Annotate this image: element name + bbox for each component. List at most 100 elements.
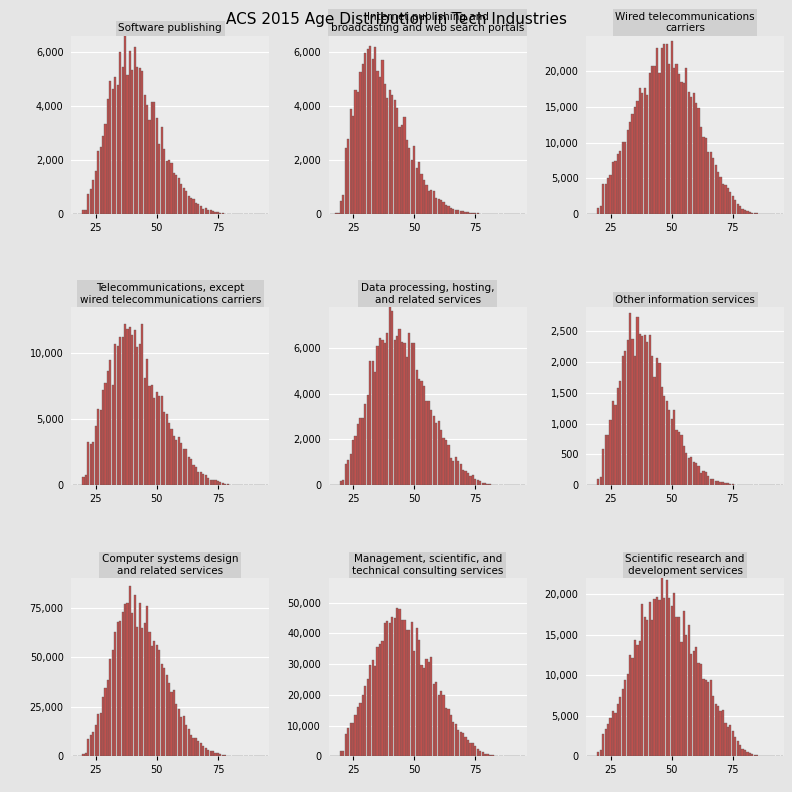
Bar	[87, 194, 89, 214]
Bar	[146, 105, 148, 214]
Bar	[406, 630, 408, 756]
Bar	[678, 74, 680, 214]
Bar	[349, 455, 352, 485]
Bar	[457, 210, 459, 214]
Bar	[440, 430, 442, 485]
Bar	[391, 95, 394, 214]
Bar	[615, 713, 616, 756]
Bar	[94, 725, 97, 756]
Bar	[717, 172, 719, 214]
Bar	[215, 752, 216, 756]
Bar	[175, 175, 177, 214]
Bar	[734, 737, 737, 756]
Bar	[486, 754, 489, 756]
Bar	[340, 201, 342, 214]
Bar	[722, 482, 724, 485]
Bar	[710, 152, 712, 214]
Bar	[470, 743, 471, 756]
Bar	[371, 661, 374, 756]
Bar	[459, 464, 462, 485]
Bar	[656, 358, 658, 485]
Bar	[673, 68, 675, 214]
Bar	[166, 675, 168, 756]
Bar	[177, 177, 180, 214]
Bar	[717, 481, 719, 485]
Bar	[202, 474, 204, 485]
Bar	[85, 210, 87, 214]
Bar	[634, 356, 636, 485]
Bar	[732, 731, 734, 756]
Bar	[367, 680, 369, 756]
Bar	[687, 458, 690, 485]
Bar	[695, 463, 697, 485]
Bar	[428, 191, 430, 214]
Bar	[200, 472, 202, 485]
Bar	[401, 342, 403, 485]
Bar	[644, 336, 645, 485]
Bar	[437, 421, 440, 485]
Bar	[617, 388, 619, 485]
Bar	[85, 475, 87, 485]
Bar	[150, 101, 153, 214]
Bar	[382, 642, 383, 756]
Bar	[82, 211, 85, 214]
Bar	[129, 327, 131, 485]
Bar	[619, 151, 622, 214]
Bar	[636, 645, 638, 756]
Bar	[217, 752, 219, 756]
Bar	[665, 44, 668, 214]
Bar	[352, 116, 354, 214]
Bar	[107, 680, 109, 756]
Bar	[668, 410, 670, 485]
Bar	[89, 188, 92, 214]
Bar	[418, 162, 421, 214]
Bar	[401, 619, 403, 756]
Bar	[394, 101, 396, 214]
Bar	[629, 123, 631, 214]
Bar	[725, 185, 726, 214]
Bar	[671, 607, 672, 756]
Bar	[626, 130, 629, 214]
Bar	[391, 617, 394, 756]
Bar	[355, 89, 356, 214]
Bar	[455, 458, 457, 485]
Bar	[177, 709, 180, 756]
Bar	[183, 188, 185, 214]
Bar	[158, 650, 160, 756]
Bar	[712, 158, 714, 214]
Bar	[698, 466, 699, 485]
Bar	[609, 176, 611, 214]
Bar	[158, 144, 160, 214]
Bar	[671, 419, 672, 485]
Bar	[477, 748, 479, 756]
Title: Internet publishing and
broadcasting and web search portals: Internet publishing and broadcasting and…	[331, 12, 524, 33]
Bar	[396, 608, 398, 756]
Bar	[413, 342, 415, 485]
Bar	[432, 191, 435, 214]
Bar	[430, 190, 432, 214]
Bar	[617, 154, 619, 214]
Title: Computer systems design
and related services: Computer systems design and related serv…	[102, 554, 238, 576]
Bar	[472, 213, 474, 214]
Bar	[143, 623, 146, 756]
Bar	[690, 457, 692, 485]
Bar	[87, 442, 89, 485]
Bar	[119, 621, 121, 756]
Bar	[452, 722, 455, 756]
Bar	[367, 49, 369, 214]
Bar	[401, 125, 403, 214]
Bar	[352, 440, 354, 485]
Bar	[676, 430, 678, 485]
Bar	[403, 117, 406, 214]
Bar	[345, 148, 347, 214]
Bar	[396, 108, 398, 214]
Bar	[698, 109, 699, 214]
Bar	[107, 371, 109, 485]
Bar	[347, 459, 349, 485]
Bar	[190, 735, 192, 756]
Bar	[729, 484, 731, 485]
Bar	[432, 683, 435, 756]
Bar	[435, 682, 437, 756]
Bar	[224, 755, 227, 756]
Bar	[712, 695, 714, 756]
